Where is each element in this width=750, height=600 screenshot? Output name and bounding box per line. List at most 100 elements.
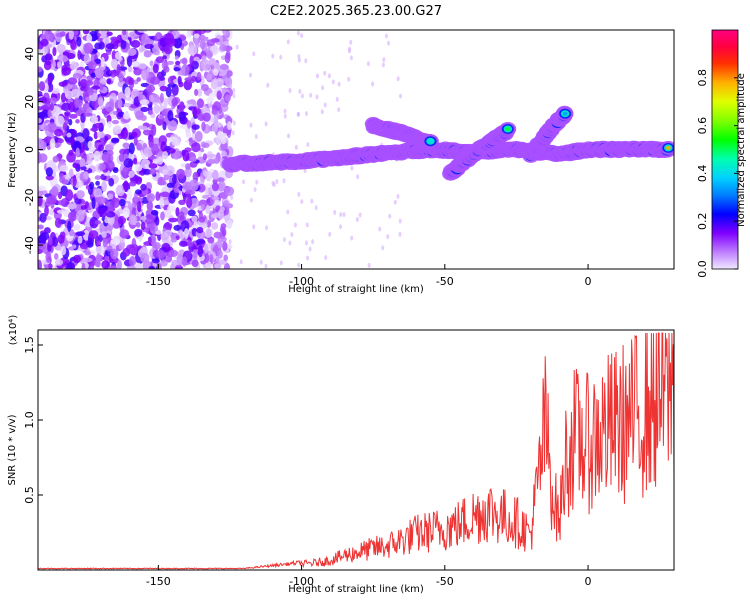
heat-cell [172,173,177,185]
colorbar-ticks: 0.0 0.2 0.4 0.6 0.8 [696,69,738,278]
heat-cell [91,48,98,54]
heat-cell [159,197,165,209]
heat-cell [223,262,231,269]
heat-cell [306,142,310,148]
heat-cell [45,167,53,177]
heat-cell [38,153,48,163]
heat-cell [136,142,143,151]
heat-cell [62,55,68,63]
heat-cell [215,136,221,145]
heat-cell [160,191,170,198]
heat-cell [196,108,201,115]
heat-cell [217,238,223,249]
heat-cell [182,150,190,162]
snr-y-label: SNR (10 * v/v) [7,414,18,485]
heat-cell [168,249,179,258]
heat-cell [138,63,147,70]
heat-cell [47,122,57,133]
heat-cell [95,245,105,256]
heat-cell [206,50,213,60]
heat-cell [128,214,137,226]
heat-cell [151,124,157,136]
heat-cell [89,181,95,190]
heat-cell [187,209,196,217]
heat-cell [97,37,103,42]
colorbar-label: Normalized spectral amplitude [736,73,747,227]
heat-cell [68,30,75,40]
heat-cell [39,232,50,241]
heat-cell [198,216,206,223]
heat-cell [110,248,119,260]
heat-cell [159,92,164,103]
heat-cell [206,39,216,47]
heat-cell [173,37,183,49]
heat-cell [80,166,87,171]
heat-cell [167,147,176,154]
x-tick-label: 0 [585,575,592,588]
heat-cell [41,55,48,63]
heat-cell [196,226,204,234]
heat-cell [283,108,287,114]
heat-cell [159,85,168,92]
heat-cell [126,188,133,201]
heat-cell [188,241,194,248]
heat-cell [140,252,150,264]
heat-cell [110,238,121,245]
heat-cell [288,88,292,94]
heat-cell [192,171,199,182]
heat-cell [205,228,212,238]
heat-cell [62,122,68,131]
heat-cell [148,136,154,148]
x-tick-label: -150 [146,275,171,288]
heat-cell [197,88,203,97]
heat-cell [201,121,206,132]
heat-cell [99,83,104,91]
heat-cell [264,263,268,269]
heat-cell [73,224,81,231]
heat-cell [173,67,181,72]
heat-cell [252,224,256,230]
snr-series-line [38,332,674,570]
heat-cell [111,119,120,125]
heat-cell [118,198,126,207]
heat-cell [162,168,168,176]
heat-cell [38,185,47,192]
heat-cell [144,43,154,50]
heat-cell [282,178,286,184]
heat-cell [60,245,67,256]
heat-cell [308,246,312,252]
heat-cell [174,55,179,61]
heat-cell [102,238,109,248]
heat-cell [300,199,304,205]
heat-cell [140,183,147,191]
heat-cell [54,128,64,137]
heat-cell [49,138,56,150]
heat-cell [213,68,219,76]
heat-cell [122,142,130,149]
heat-cell [45,251,52,264]
heat-cell [323,70,327,76]
heat-cell [179,240,188,247]
heat-cell [207,153,217,159]
x-tick-label: -100 [289,575,314,588]
heat-cell [185,163,191,170]
heat-cell [150,234,157,246]
heat-cell [97,208,106,215]
heat-cell [88,262,94,269]
heat-cell [125,244,136,254]
heat-cell [144,38,154,45]
heat-cell [62,51,70,56]
heat-cell [137,125,148,130]
heat-cell [200,83,209,92]
heat-cell [50,186,59,198]
colorbar-gradient [711,29,739,270]
spectrogram-x-ticks: -150 -100 -50 0 [146,264,592,288]
heat-cell [396,76,400,82]
heat-cell [68,101,75,113]
heat-cell [155,191,161,201]
heat-cell [388,213,392,219]
heat-cell [110,36,119,41]
heat-cell [287,133,291,139]
heat-cell [168,217,179,223]
heat-cell [143,50,152,58]
